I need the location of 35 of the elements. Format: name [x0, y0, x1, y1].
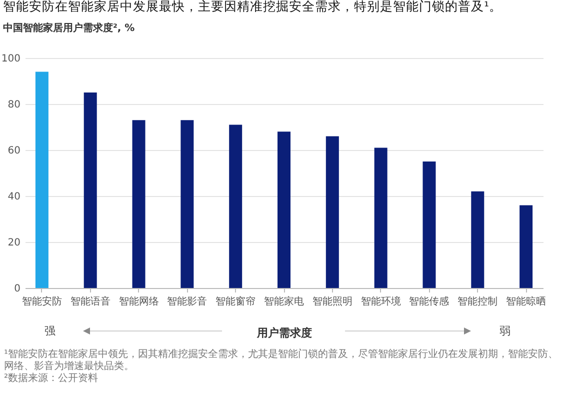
x-tick-label: 智能传感 [409, 296, 450, 308]
bar [374, 148, 388, 288]
y-tick-label: 20 [8, 238, 20, 248]
x-tick-label: 智能网络 [118, 296, 159, 308]
bar [35, 72, 48, 288]
bar [229, 124, 242, 288]
x-tick-label: 智能窗帘 [216, 296, 256, 308]
x-tick-label: 智能照明 [312, 296, 352, 308]
x-tick-label: 智能语音 [70, 296, 110, 308]
y-tick-label: 60 [8, 146, 20, 156]
x-tick-label: 智能环境 [360, 296, 401, 308]
text: 弱 [500, 324, 510, 338]
x-tick-label: 智能晾晒 [506, 296, 546, 308]
x-tick-label: 智能安防 [22, 296, 62, 308]
bar [278, 132, 290, 288]
y-tick-label: 100 [1, 54, 20, 64]
bar [520, 205, 533, 288]
bar [471, 191, 484, 288]
bar [326, 136, 339, 288]
x-axis-title: 用户需求度 [256, 326, 312, 340]
x-tick-label: 智能家电 [264, 296, 304, 308]
chart-subtitle: 中国智能家居用户需求度², % [3, 22, 135, 34]
y-tick-label: 80 [8, 100, 20, 110]
bar [132, 120, 146, 288]
y-tick-label: 0 [14, 284, 20, 294]
text: ¹智能安防在智能家居中领先，因其精准挖掘安全需求，尤其是智能门锁的普及，尽管智能家居行业仍在发展初期，智能安防、网络、影音为增速最快品类。 [4, 349, 560, 372]
text: 强 [44, 324, 56, 338]
chart-title: 智能安防在智能家居中发展最快，主要因精准挖掘安全需求，特别是智能门锁的普及¹。 [3, 0, 502, 14]
text: ²数据来源：公开资料 [4, 373, 100, 385]
bar [180, 120, 194, 288]
bar [422, 162, 436, 288]
x-tick-label: 智能控制 [458, 296, 498, 308]
x-tick-label: 智能影音 [167, 296, 208, 308]
y-tick-label: 40 [8, 192, 20, 202]
bar [84, 92, 97, 288]
